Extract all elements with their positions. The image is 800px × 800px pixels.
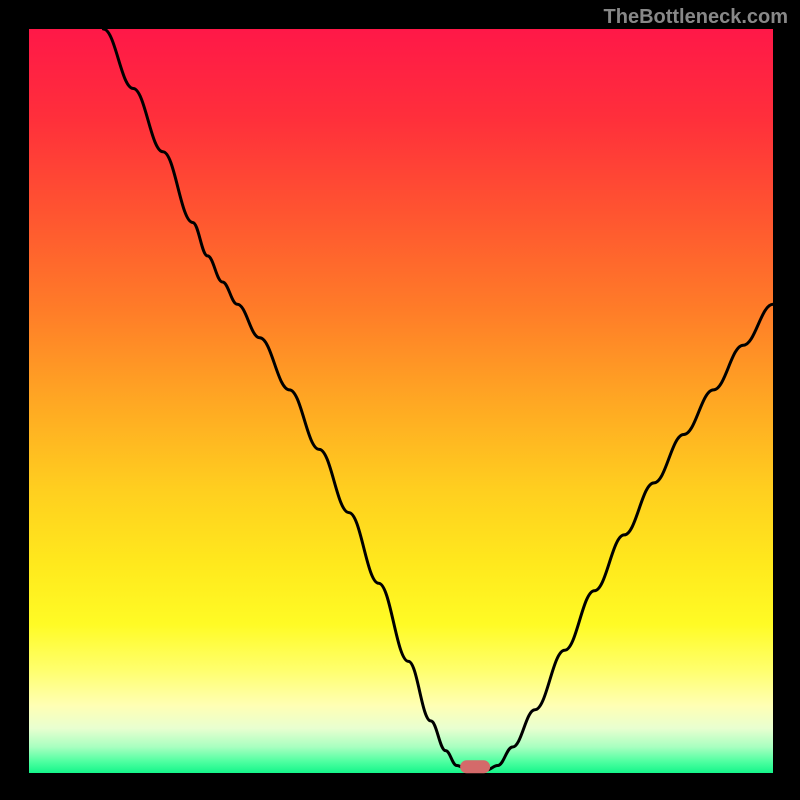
chart-container: TheBottleneck.com <box>0 0 800 800</box>
watermark-text: TheBottleneck.com <box>604 6 788 29</box>
bottleneck-curve <box>103 29 773 770</box>
minimum-marker <box>461 760 491 773</box>
curve-layer <box>29 29 773 773</box>
plot-area <box>29 29 773 773</box>
